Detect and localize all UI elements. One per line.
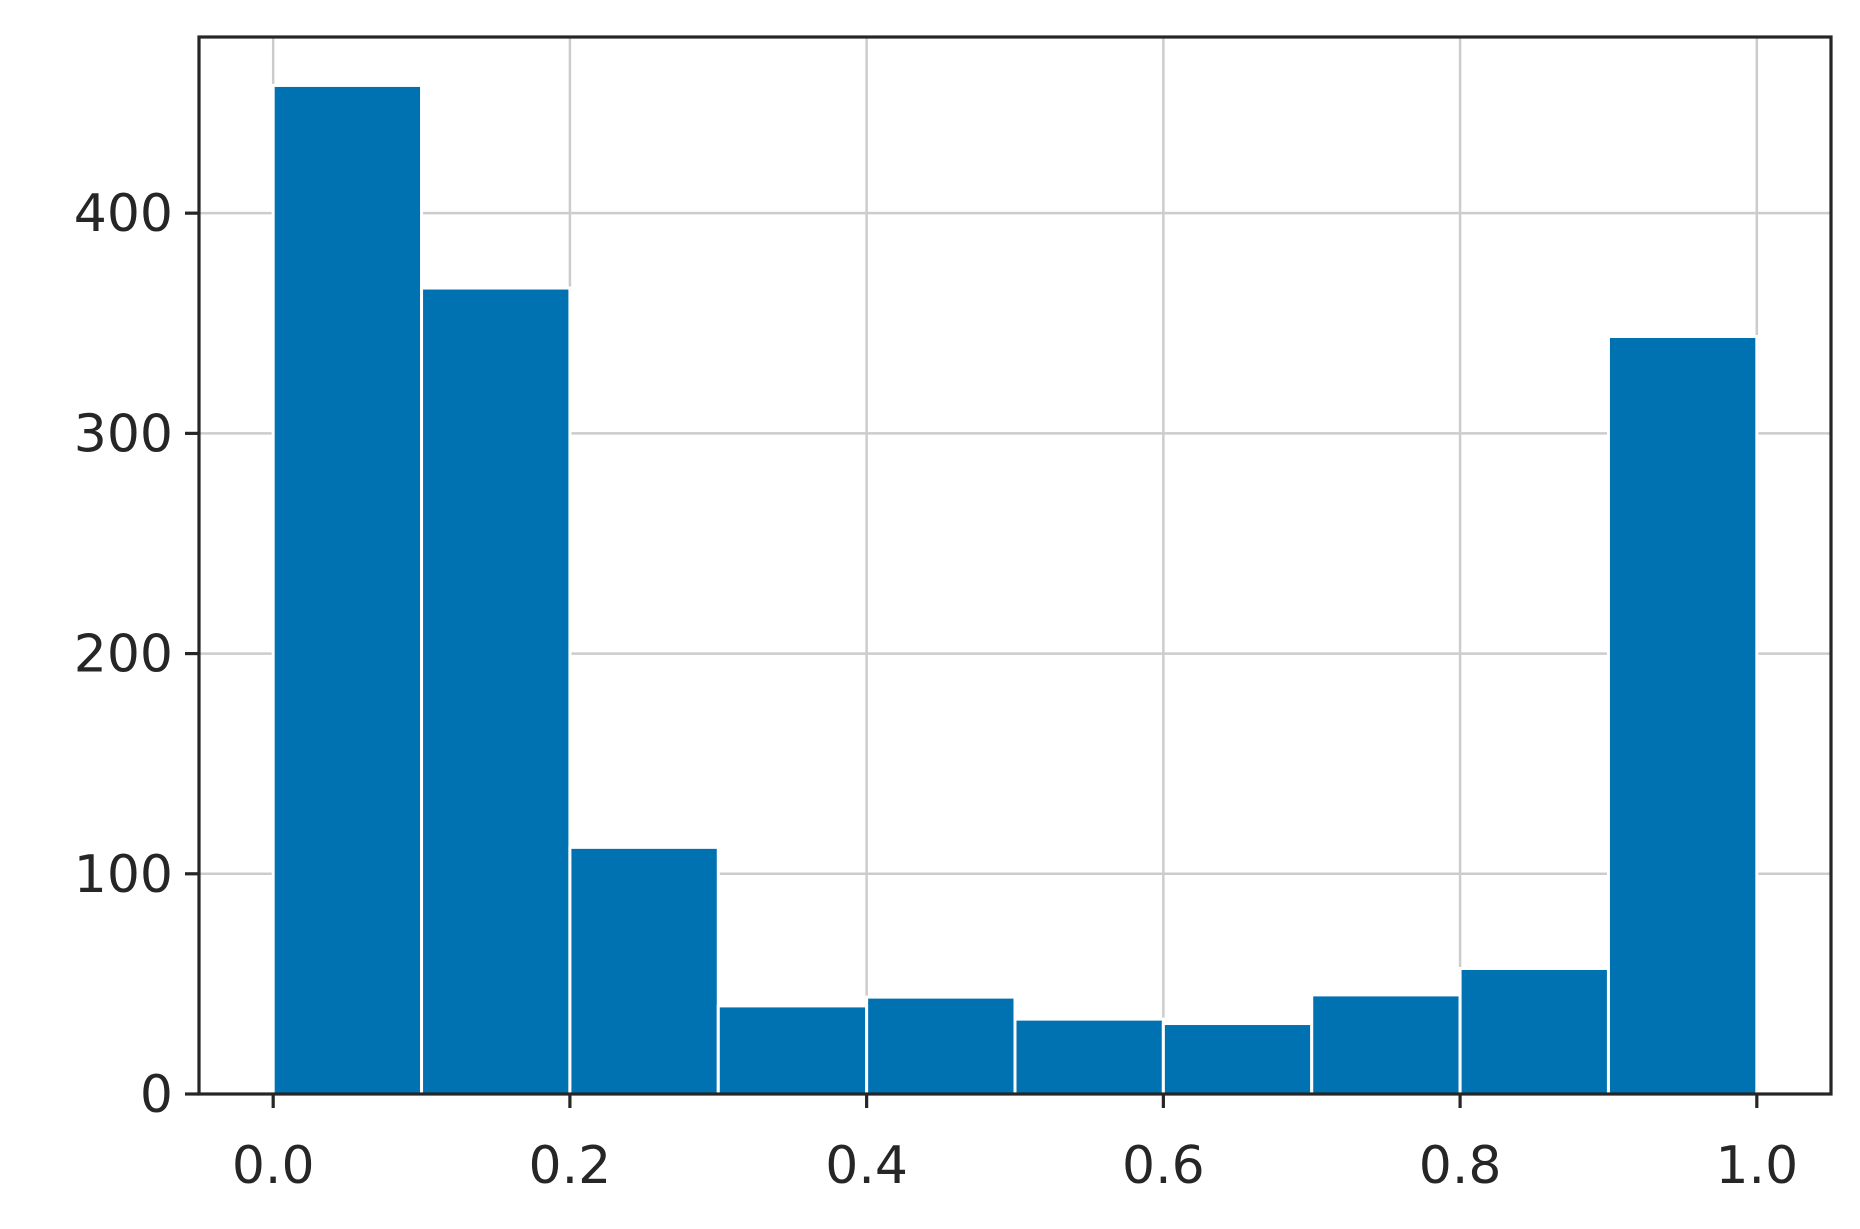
x-tick-label-3: 0.6	[1122, 1136, 1205, 1196]
y-tick-label-4: 400	[74, 184, 173, 244]
histogram-bar-8	[1458, 966, 1610, 1096]
x-tick-label-2: 0.4	[825, 1136, 908, 1196]
x-tick-label-0: 0.0	[232, 1136, 315, 1196]
histogram-bar-5	[1013, 1017, 1165, 1096]
histogram-bar-3	[716, 1004, 869, 1096]
histogram-bar-9	[1606, 334, 1759, 1096]
histogram-bar-0	[271, 83, 424, 1096]
x-tick-label-1: 0.2	[529, 1136, 612, 1196]
y-tick-label-0: 0	[140, 1065, 173, 1125]
x-tick-label-5: 1.0	[1715, 1136, 1798, 1196]
plot-frame	[197, 35, 1833, 1096]
y-tick-label-1: 100	[74, 845, 173, 905]
x-axis-ticks: 0.0 0.2 0.4 0.6 0.8 1.0	[232, 1094, 1798, 1196]
histogram-bar-1	[420, 286, 572, 1096]
histogram-bar-6	[1161, 1022, 1314, 1096]
y-axis-ticks: 0 100 200 300 400	[74, 184, 199, 1125]
histogram-bars	[271, 83, 1759, 1096]
y-tick-label-2: 200	[74, 625, 173, 685]
y-tick-label-3: 300	[74, 404, 173, 464]
histogram-bar-4	[865, 995, 1017, 1096]
x-tick-label-4: 0.8	[1419, 1136, 1502, 1196]
histogram-bar-2	[568, 845, 720, 1096]
histogram-bar-7	[1310, 993, 1462, 1096]
